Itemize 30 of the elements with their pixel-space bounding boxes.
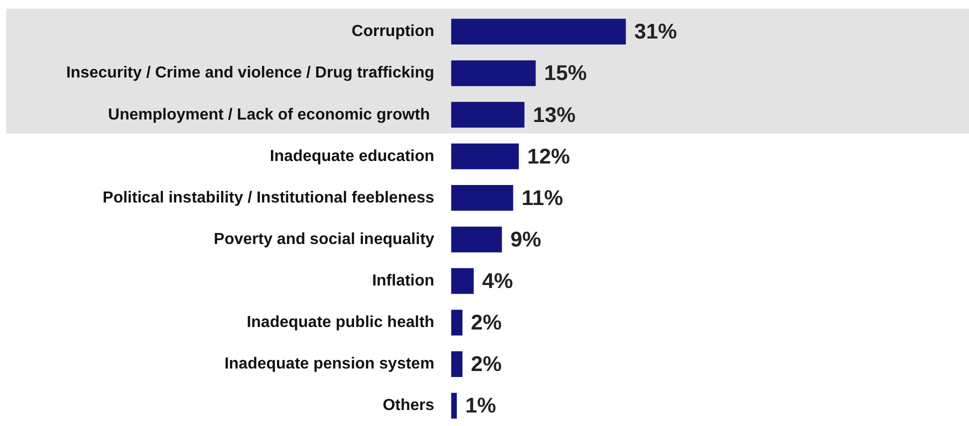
bar: [451, 18, 626, 45]
bar: [451, 60, 536, 86]
y-tick-label: Corruption: [352, 23, 434, 40]
bar: [451, 310, 462, 336]
y-tick-label: Unemployment / Lack of economic growth: [108, 106, 430, 124]
y-tick-label: Political instability / Institutional feebleness: [102, 189, 434, 206]
y-tick-label: Inadequate education: [270, 148, 434, 165]
bar: [451, 226, 502, 252]
data-label: 31%: [634, 20, 678, 44]
data-label: 4%: [482, 269, 514, 294]
y-tick-label: Inflation: [372, 272, 434, 290]
bar: [451, 268, 474, 294]
bar: [451, 102, 524, 128]
data-label: 15%: [544, 61, 587, 86]
data-label: 9%: [510, 227, 542, 252]
y-tick-label: Insecurity / Crime and violence / Drug trafficking: [66, 64, 434, 82]
bar: [451, 143, 519, 170]
y-tick-label: Inadequate public health: [246, 314, 434, 332]
data-label: 2%: [470, 310, 502, 335]
data-label: 1%: [465, 394, 496, 418]
bar: [451, 185, 514, 211]
data-label: 11%: [522, 186, 564, 210]
bar: [451, 392, 457, 419]
data-label: 2%: [470, 352, 502, 376]
y-tick-label: Inadequate pension system: [224, 356, 434, 373]
y-tick-label: Others: [382, 397, 434, 414]
data-label: 13%: [532, 102, 576, 127]
data-label: 12%: [527, 144, 570, 168]
y-tick-label: Poverty and social inequality: [214, 230, 434, 248]
bar: [451, 351, 462, 378]
